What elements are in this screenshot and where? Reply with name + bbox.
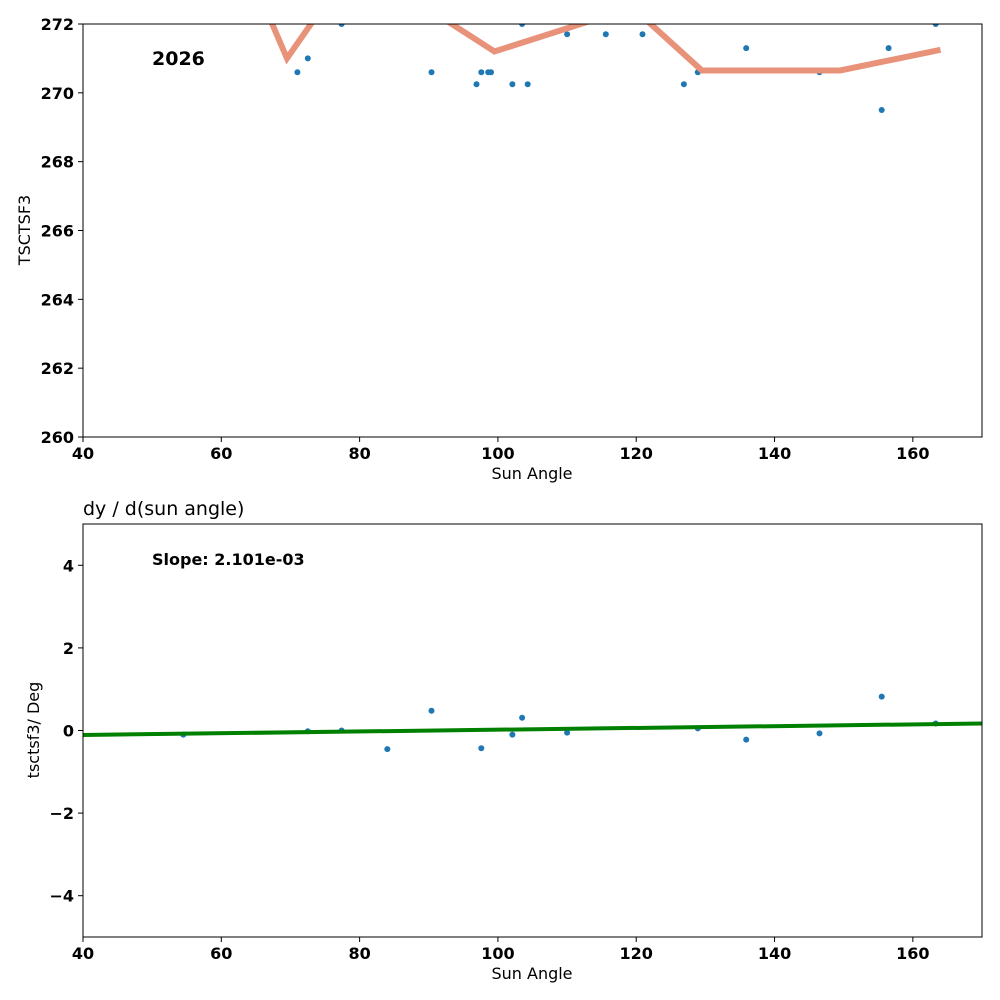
top-x-tick-label: 60 (210, 444, 232, 463)
top-x-tick-label: 100 (481, 444, 514, 463)
top-data-point (428, 69, 435, 76)
top-axis-ticks: 40 60 80 100 120 140 160 260 262 264 266 268 270 272 (41, 15, 930, 463)
bottom-plot-area (83, 693, 982, 753)
top-x-tick-label: 40 (72, 444, 94, 463)
top-x-tick-label: 120 (620, 444, 653, 463)
top-x-axis-label: Sun Angle (491, 464, 572, 483)
bottom-x-tick-label: 60 (210, 944, 232, 963)
top-y-tick-label: 268 (41, 153, 74, 172)
top-x-tick-label: 140 (758, 444, 791, 463)
bottom-data-point (519, 714, 526, 721)
bottom-data-point (384, 746, 391, 753)
top-y-tick-label: 270 (41, 84, 74, 103)
top-x-tick-label: 160 (896, 444, 929, 463)
bottom-data-point (428, 707, 435, 714)
bottom-fit-line (83, 721, 982, 737)
bottom-y-tick-label: 2 (63, 639, 74, 658)
top-data-point (384, 4, 390, 10)
top-data-point (304, 55, 311, 62)
top-chart-panel: 40 60 80 100 120 140 160260262264266268270272 … (15, 4, 983, 483)
top-y-tick-label: 260 (41, 428, 74, 447)
top-y-tick-label: 264 (41, 290, 74, 309)
top-data-point (885, 45, 892, 52)
bottom-y-tick-label: −4 (49, 887, 74, 906)
bottom-x-tick-label: 100 (481, 944, 514, 963)
bottom-y-tick-label: −2 (49, 804, 74, 823)
slope-annotation: Slope: 2.101e-03 (152, 550, 305, 569)
top-data-point (564, 31, 571, 38)
bottom-y-axis-label: tsctsf3/ Deg (24, 682, 43, 779)
bottom-x-tick-label: 160 (896, 944, 929, 963)
top-year-annotation: 2026 (152, 48, 205, 70)
top-data-point (680, 81, 687, 88)
bottom-x-tick-label: 80 (348, 944, 370, 963)
top-y-tick-label: 262 (41, 359, 74, 378)
top-data-point (180, 11, 186, 17)
top-data-point (743, 45, 750, 52)
top-y-tick-label: 272 (41, 15, 74, 34)
top-axes-frame (82, 23, 983, 438)
top-data-point (488, 69, 494, 76)
bottom-chart-panel: dy / d(sun angle) 40 60 80 100 120 140 160−4−2… (24, 498, 983, 983)
bottom-chart-title: dy / d(sun angle) (83, 498, 244, 520)
bottom-data-point (878, 693, 885, 700)
bottom-y-tick-label: 4 (63, 556, 74, 575)
top-data-point (478, 69, 485, 76)
top-y-tick-label: 266 (41, 222, 74, 241)
bottom-data-point (478, 745, 485, 752)
bottom-data-point (743, 736, 750, 743)
top-trend-line (268, 24, 942, 74)
top-data-point (473, 81, 480, 88)
top-data-point (519, 24, 526, 27)
bottom-y-tick-label: 0 (63, 722, 74, 741)
top-x-tick-label: 80 (348, 444, 370, 463)
bottom-axis-ticks: 40 60 80 100 120 140 160 −4 −2 0 2 4 (49, 556, 929, 963)
top-y-axis-label: TSCTSF3 (15, 195, 34, 266)
bottom-x-axis-label: Sun Angle (491, 964, 572, 983)
bottom-x-tick-label: 120 (620, 944, 653, 963)
bottom-data-point (564, 729, 571, 736)
bottom-x-tick-label: 40 (72, 944, 94, 963)
top-data-point (509, 81, 516, 88)
top-data-point (294, 69, 301, 76)
top-data-point (878, 107, 885, 113)
bottom-x-tick-label: 140 (758, 944, 791, 963)
top-data-point (639, 31, 646, 38)
top-data-point (602, 31, 609, 38)
bottom-data-point (509, 731, 516, 738)
top-data-point (524, 81, 531, 88)
bottom-data-point (816, 730, 823, 737)
top-data-point (932, 24, 939, 27)
top-data-point (338, 24, 345, 27)
top-plot-area (180, 4, 942, 113)
